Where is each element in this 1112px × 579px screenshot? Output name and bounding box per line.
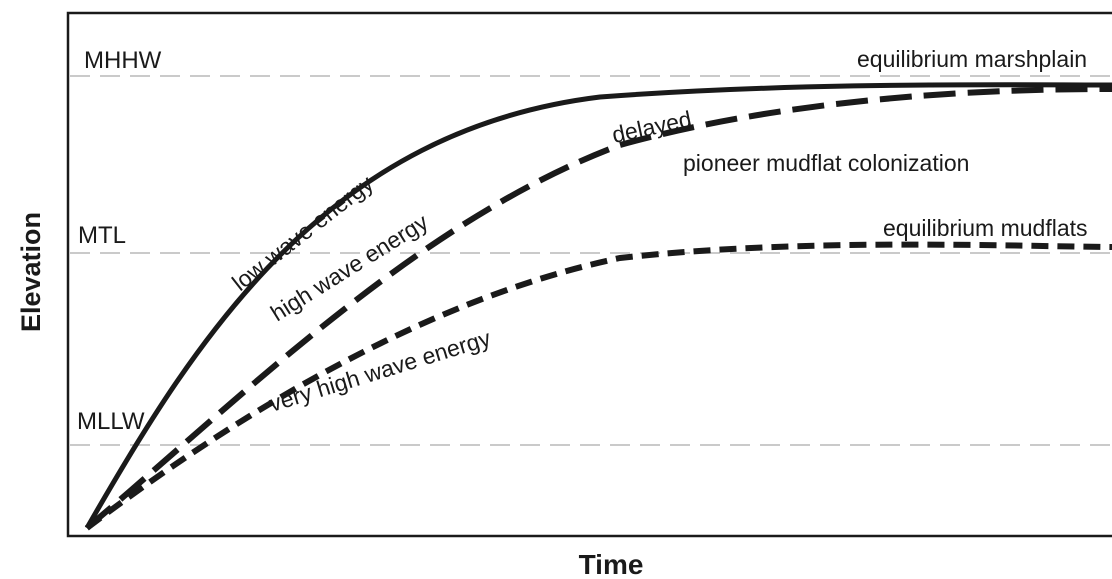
x-axis-title: Time (579, 549, 644, 579)
mllw-label: MLLW (77, 408, 145, 435)
mhhw-label: MHHW (84, 47, 162, 74)
delayed-annotation: delayed (610, 106, 694, 148)
very-high-wave-energy-curve (85, 241, 1112, 531)
equilibrium-marshplain-annotation: equilibrium marshplain (857, 46, 1087, 72)
low-wave-energy-curve (84, 82, 1112, 530)
plot-frame (66, 11, 1112, 538)
very-high-wave-energy-label: very high wave energy (266, 324, 494, 416)
equilibrium-mudflats-annotation: equilibrium mudflats (883, 215, 1088, 241)
y-axis-title: Elevation (16, 212, 46, 332)
high-wave-energy-curve (85, 86, 1112, 531)
mtl-label: MTL (78, 222, 126, 249)
pioneer-mudflat-colonization-annotation: pioneer mudflat colonization (683, 150, 969, 176)
